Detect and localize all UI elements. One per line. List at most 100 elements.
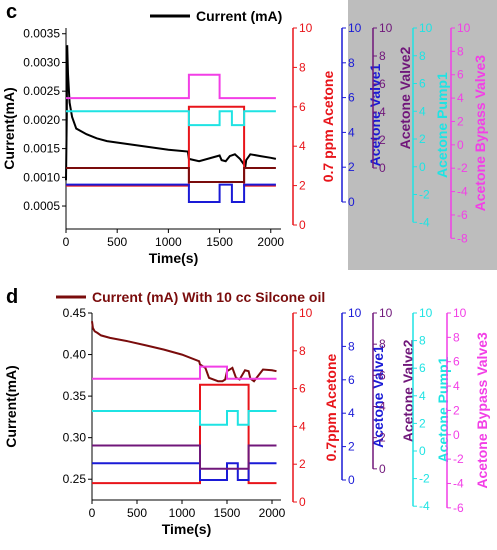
right-axis-tick-label: 6 xyxy=(299,100,306,114)
right-axis-tick-label: 10 xyxy=(348,21,362,35)
right-axis-tick-label: 2 xyxy=(457,114,464,128)
series-line xyxy=(65,45,277,181)
right-axis-tick-label: 0 xyxy=(379,462,386,476)
right-axis-tick-label: 10 xyxy=(379,306,393,320)
right-axis-label: Acetone Valve2 xyxy=(400,339,416,442)
right-axis-tick-label: 8 xyxy=(419,334,426,348)
right-axis-tick-label: -4 xyxy=(419,215,430,229)
right-axis-tick-label: 2 xyxy=(419,416,426,430)
right-axis-tick-label: 10 xyxy=(299,21,313,35)
series-line xyxy=(92,444,277,470)
right-axis-tick-label: 4 xyxy=(299,419,306,433)
right-axis-tick-label: 4 xyxy=(419,389,426,403)
x-tick-label: 1500 xyxy=(206,235,233,249)
y-tick-label: 0.0030 xyxy=(23,55,60,69)
right-axis-tick-label: 6 xyxy=(453,355,460,369)
right-axis-tick-label: 4 xyxy=(453,379,460,393)
x-tick-label: 500 xyxy=(107,235,127,249)
right-axis-tick-label: 8 xyxy=(299,344,306,358)
right-axis-label: 0.7 ppm Acetone xyxy=(320,71,336,183)
y-tick-label: 0.0020 xyxy=(23,113,60,127)
y-tick-label: 0.25 xyxy=(63,472,87,486)
right-axis-tick-label: 2 xyxy=(453,403,460,417)
legend-label: Current (mA) xyxy=(196,8,282,24)
right-axis-label: Acetone Valve2 xyxy=(397,46,413,149)
y-tick-label: 0.0015 xyxy=(23,142,60,156)
x-axis-label: Time(s) xyxy=(162,521,212,537)
right-axis-label: Acetone Bypass Valve3 xyxy=(474,332,490,489)
right-axis-tick-label: -2 xyxy=(419,188,430,202)
right-axis-tick-label: 8 xyxy=(348,56,355,70)
right-axis-tick-label: 4 xyxy=(299,139,306,153)
right-axis-tick-label: 2 xyxy=(379,133,386,147)
legend-label: Current (mA) With 10 cc Silcone oil xyxy=(92,289,325,305)
right-axis-tick-label: 8 xyxy=(348,339,355,353)
y-tick-label: 0.35 xyxy=(63,389,87,403)
right-axis-tick-label: -6 xyxy=(453,501,464,515)
right-axis-tick-label: 2 xyxy=(419,132,426,146)
right-axis-tick-label: -2 xyxy=(457,161,468,175)
x-tick-label: 0 xyxy=(63,235,70,249)
x-tick-label: 2000 xyxy=(259,506,286,520)
right-axis-tick-label: -2 xyxy=(453,452,464,466)
series-line xyxy=(92,410,277,426)
right-axis-tick-label: 0 xyxy=(419,444,426,458)
right-axis-tick-label: 2 xyxy=(299,457,306,471)
right-axis-tick-label: -6 xyxy=(457,208,468,222)
right-axis-tick-label: 4 xyxy=(379,105,386,119)
right-axis-label: Acetone Pump1 xyxy=(434,72,450,178)
right-axis-tick-label: 6 xyxy=(419,77,426,91)
x-tick-label: 1000 xyxy=(155,235,182,249)
right-axis-tick-label: -4 xyxy=(453,476,464,490)
right-axis-tick-label: 4 xyxy=(348,125,355,139)
right-axis-tick-label: 8 xyxy=(419,49,426,63)
right-axis-tick-label: 0 xyxy=(348,195,355,209)
series-line xyxy=(91,321,277,383)
right-axis-tick-label: 10 xyxy=(419,21,433,35)
right-axis-label: Acetone Valve1 xyxy=(370,345,386,448)
right-axis-tick-label: 2 xyxy=(348,160,355,174)
series-line xyxy=(92,383,277,485)
right-axis-tick-label: 8 xyxy=(379,337,386,351)
x-tick-label: 2000 xyxy=(257,235,284,249)
right-axis-tick-label: 10 xyxy=(453,306,467,320)
right-axis-tick-label: 6 xyxy=(299,382,306,396)
right-axis-tick-label: 4 xyxy=(379,400,386,414)
x-axis-label: Time(s) xyxy=(149,250,199,266)
chart-panel-d: d Current (mA) With 10 cc Silcone oil 0 500… xyxy=(3,286,490,537)
right-axis-tick-label: -8 xyxy=(457,231,468,245)
right-axis-tick-label: 4 xyxy=(419,104,426,118)
panel-label: d xyxy=(6,286,18,308)
right-axis-tick-label: 6 xyxy=(348,91,355,105)
right-axis-tick-label: 6 xyxy=(348,373,355,387)
series-line xyxy=(92,462,277,481)
right-axis-tick-label: 8 xyxy=(379,49,386,63)
y-tick-label: 0.0025 xyxy=(23,84,60,98)
series-line xyxy=(66,167,276,183)
right-axis-tick-label: 0 xyxy=(379,161,386,175)
y-axis-label: Current(mA) xyxy=(1,87,17,169)
right-axis-tick-label: 0 xyxy=(453,428,460,442)
right-axis-tick-label: -2 xyxy=(419,472,430,486)
y-tick-label: 0.0010 xyxy=(23,170,60,184)
right-axis-tick-label: 0 xyxy=(299,218,306,232)
right-axis-tick-label: -4 xyxy=(457,185,468,199)
x-tick-label: 0 xyxy=(89,506,96,520)
series-line xyxy=(92,365,277,380)
right-axis-tick-label: 10 xyxy=(348,306,362,320)
right-axis-tick-label: 4 xyxy=(457,91,464,105)
right-axis-tick-label: 10 xyxy=(299,306,313,320)
right-axis-tick-label: 0 xyxy=(457,138,464,152)
y-axis-label: Current(mA) xyxy=(3,365,19,447)
right-axis-label: 0.7ppm Acetone xyxy=(323,353,339,461)
right-axis-label: Acetone Valve1 xyxy=(367,63,383,166)
right-axis-label: Acetone Bypass Valve3 xyxy=(472,55,488,212)
right-axis-tick-label: 2 xyxy=(299,179,306,193)
panel-label: c xyxy=(6,1,17,23)
right-axis-tick-label: 6 xyxy=(379,368,386,382)
right-axis-tick-label: 10 xyxy=(379,21,393,35)
right-axis-tick-label: 6 xyxy=(379,77,386,91)
chart-panel-c: c Current (mA)0 500 1000 1500 2000Time(s)0.00… xyxy=(1,1,488,266)
right-axis-tick-label: 0 xyxy=(299,495,306,509)
series-line xyxy=(66,73,276,100)
